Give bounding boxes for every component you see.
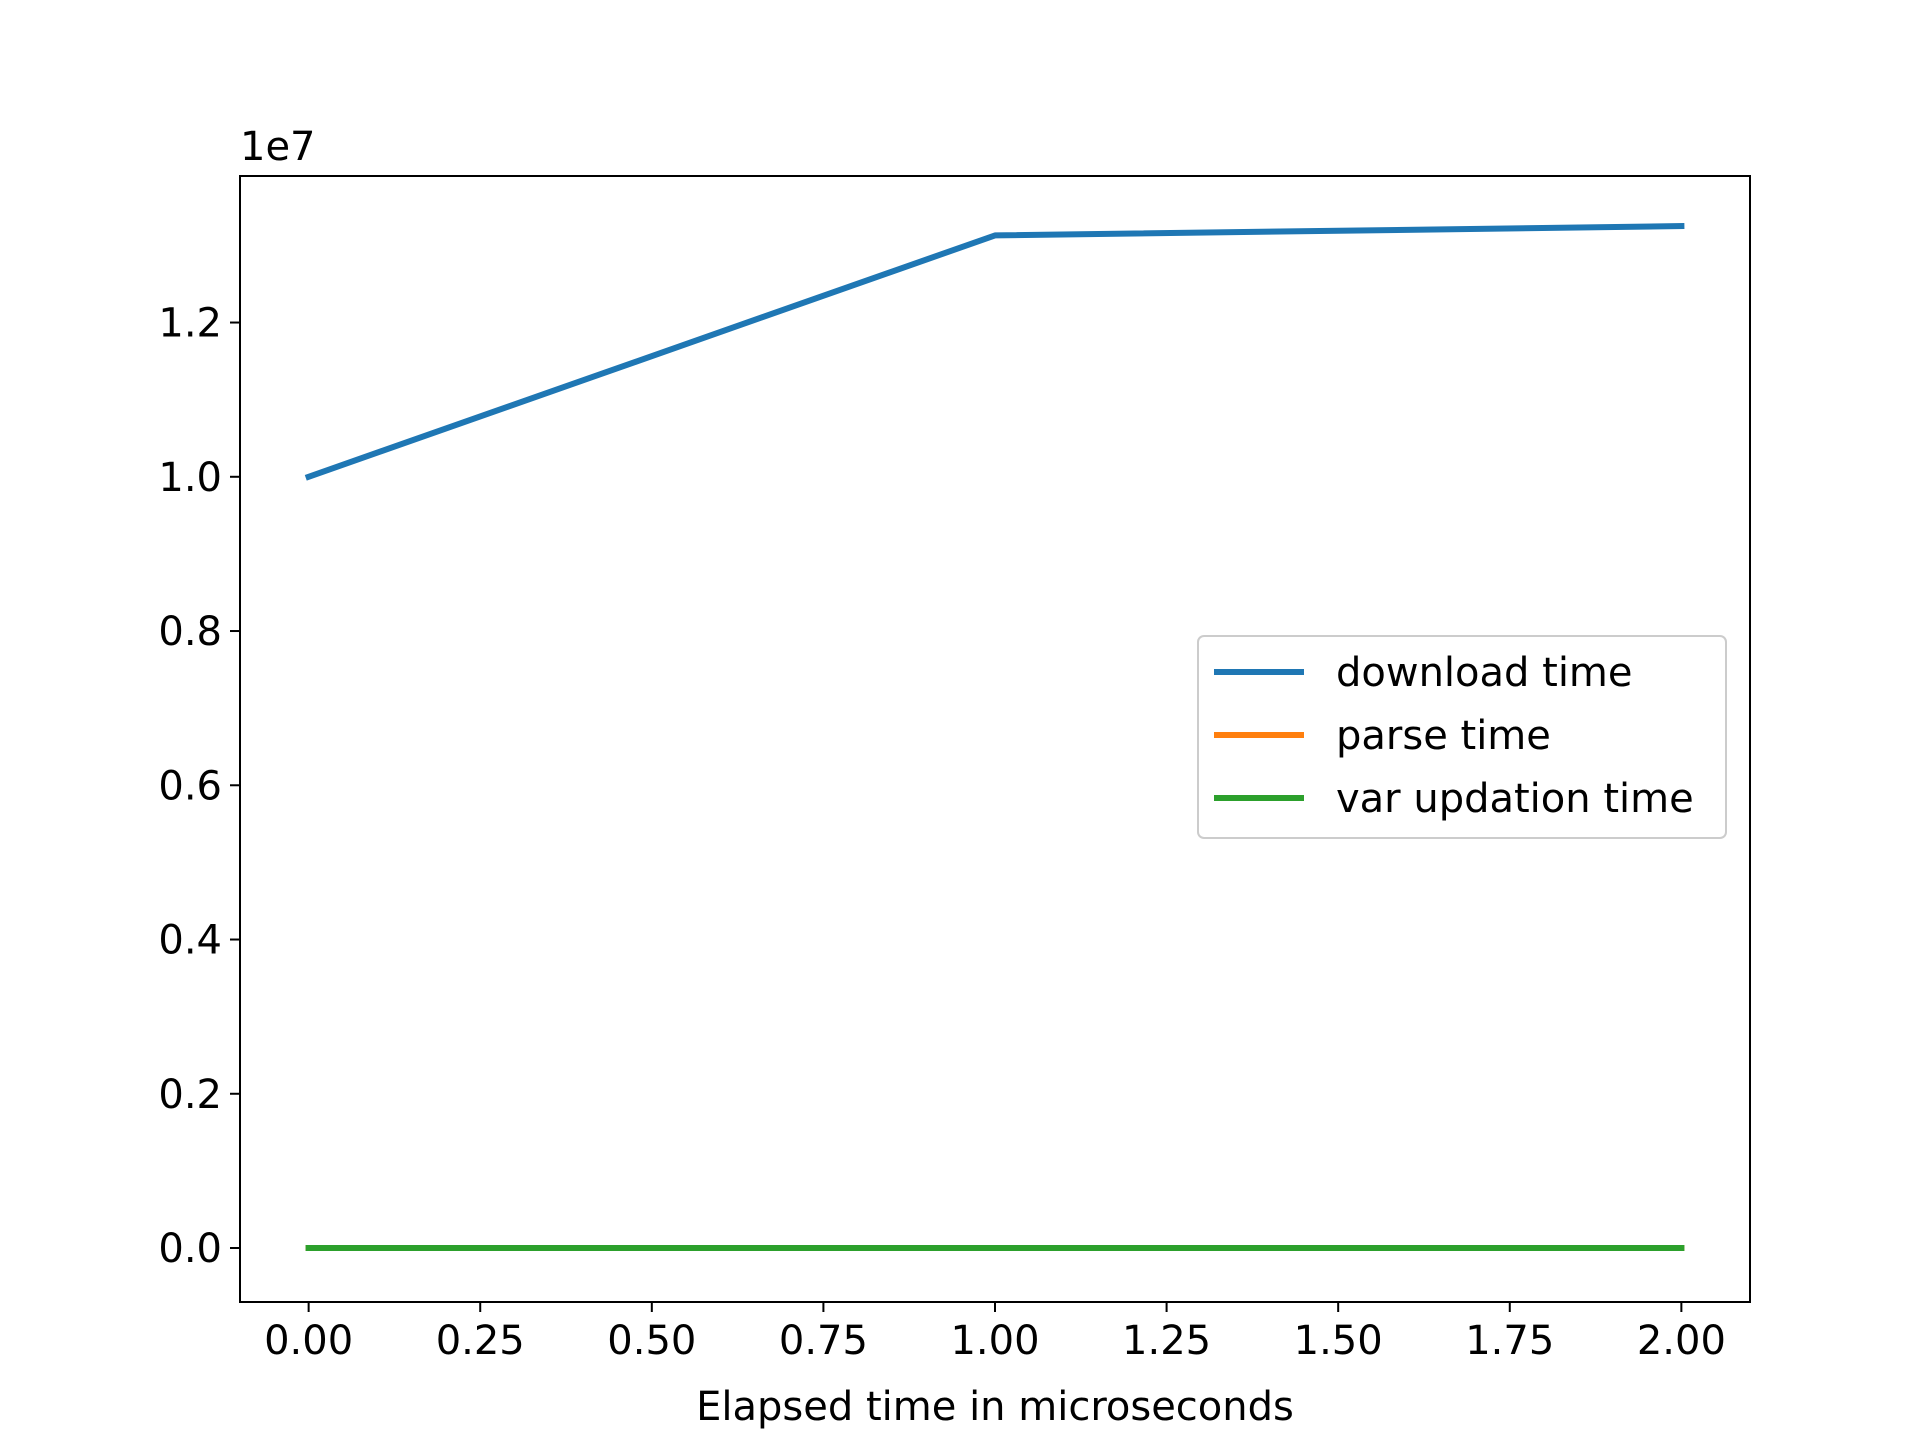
legend: download time parse time var updation time [1197, 635, 1727, 839]
x-tick-label: 1.75 [1465, 1318, 1554, 1364]
series-line-download-time [304, 223, 1685, 481]
y-tick-label: 0.0 [158, 1226, 222, 1272]
x-tick-label: 0.75 [779, 1318, 868, 1364]
legend-box [1197, 635, 1727, 839]
x-tick-label: 2.00 [1637, 1318, 1726, 1364]
y-tick-label: 0.8 [158, 609, 222, 655]
legend-label-download-time: download time [1336, 650, 1633, 696]
x-tick-label: 1.50 [1294, 1318, 1383, 1364]
y-tick-label: 1.2 [158, 301, 222, 347]
y-tick-label: 0.6 [158, 763, 222, 809]
x-axis-label: Elapsed time in microseconds [696, 1384, 1294, 1430]
y-offset-text: 1e7 [240, 124, 316, 170]
ticks-layer: 0.00 0.25 0.50 0.75 1.00 1.25 1.50 1.75 2.00 0.0 0… [158, 301, 1726, 1364]
y-tick-label: 0.4 [158, 918, 222, 964]
x-tick-label: 0.00 [264, 1318, 353, 1364]
x-tick-label: 0.50 [607, 1318, 696, 1364]
legend-label-parse-time: parse time [1336, 713, 1551, 759]
x-tick-label: 1.00 [950, 1318, 1039, 1364]
y-tick-label: 1.0 [158, 455, 222, 501]
x-tick-label: 1.25 [1122, 1318, 1211, 1364]
axes-frame [239, 175, 1751, 1303]
series-layer [304, 223, 1685, 1251]
y-tick-label: 0.2 [158, 1072, 222, 1118]
x-tick-label: 0.25 [436, 1318, 525, 1364]
legend-label-var-updation-time: var updation time [1336, 776, 1694, 822]
